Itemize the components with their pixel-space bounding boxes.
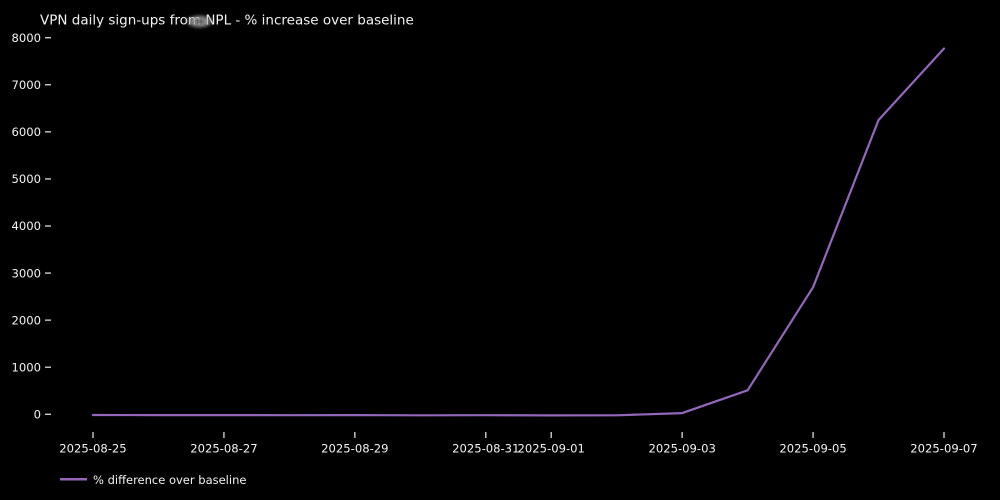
x-tick-label: 2025-09-05 bbox=[779, 442, 846, 456]
y-tick-label: 4000 bbox=[11, 219, 41, 233]
x-tick-label: 2025-09-07 bbox=[910, 442, 977, 456]
y-tick-label: 5000 bbox=[11, 172, 41, 186]
series-line bbox=[91, 47, 946, 417]
y-tick-label: 6000 bbox=[11, 125, 41, 139]
x-axis: 2025-08-25 2025-08-27 2025-08-29 2025-08-31… bbox=[59, 432, 978, 456]
y-tick-label: 7000 bbox=[11, 78, 41, 92]
y-tick-label: 2000 bbox=[11, 313, 41, 327]
x-tick-label: 2025-09-01 bbox=[518, 442, 585, 456]
x-tick-label: 2025-08-25 bbox=[59, 442, 126, 456]
x-tick-label: 2025-08-31 bbox=[452, 442, 519, 456]
y-tick-label: 8000 bbox=[11, 31, 41, 45]
x-tick-label: 2025-08-29 bbox=[321, 442, 388, 456]
y-axis: 0 1000 2000 3000 4000 5000 6000 7000 8000 bbox=[11, 31, 51, 422]
y-tick-label: 1000 bbox=[11, 360, 41, 374]
legend: % difference over baseline bbox=[60, 473, 246, 487]
chart-title: VPN daily sign-ups from NPL - % increase… bbox=[40, 13, 414, 29]
legend-label: % difference over baseline bbox=[93, 473, 246, 487]
y-tick-label: 3000 bbox=[11, 266, 41, 280]
x-tick-label: 2025-09-03 bbox=[648, 442, 715, 456]
y-tick-label: 0 bbox=[34, 408, 41, 422]
x-tick-label: 2025-08-27 bbox=[190, 442, 257, 456]
